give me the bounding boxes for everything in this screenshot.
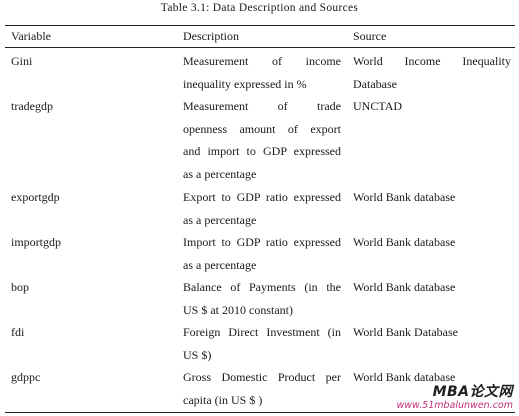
cell-source: World Bank Database bbox=[353, 321, 511, 344]
watermark-url: www.51mbalunwen.com bbox=[396, 400, 513, 411]
table-caption: Table 3.1: Data Description and Sources bbox=[160, 2, 359, 14]
watermark: MBA论文网 www.51mbalunwen.com bbox=[396, 381, 513, 411]
cell-description: Measurement of trade openness amount of e… bbox=[183, 95, 341, 185]
description-line: inequality expressed in % bbox=[183, 76, 307, 91]
cell-description: Foreign Direct Investment (in US $) bbox=[183, 321, 341, 366]
cell-variable: bop bbox=[11, 280, 29, 294]
description-line: capita (in US $ ) bbox=[183, 392, 263, 407]
source-line: World Bank database bbox=[353, 370, 456, 384]
source-line: UNCTAD bbox=[353, 99, 403, 113]
header-variable: Variable bbox=[11, 29, 51, 43]
description-line: and import to GDP expressed bbox=[183, 144, 341, 159]
source-line: World Bank database bbox=[353, 190, 456, 204]
header-description: Description bbox=[183, 29, 239, 43]
cell-description: Gross Domestic Product per capita (in US … bbox=[183, 366, 341, 411]
cell-description: Balance of Payments (in the US $ at 2010 … bbox=[183, 276, 341, 321]
source-line: World Bank database bbox=[353, 235, 456, 249]
cell-source: World Income Inequality Database bbox=[353, 50, 511, 95]
cell-variable: tradegdp bbox=[11, 99, 53, 113]
description-line: as a percentage bbox=[183, 166, 257, 181]
source-line: World Bank Database bbox=[353, 325, 458, 339]
description-line: Measurement of trade bbox=[183, 99, 341, 113]
cell-description: Measurement of income inequality expresse… bbox=[183, 50, 341, 95]
cell-source: World Bank database bbox=[353, 231, 511, 254]
source-line: World Income Inequality bbox=[353, 54, 511, 68]
header-source: Source bbox=[353, 29, 387, 43]
description-line: Balance of Payments (in the bbox=[183, 280, 341, 294]
description-line: openness amount of export bbox=[183, 121, 341, 136]
cell-source: World Bank database bbox=[353, 186, 511, 209]
source-line: World Bank database bbox=[353, 280, 456, 294]
cell-source: World Bank database bbox=[353, 366, 511, 389]
cell-description: Export to GDP ratio expressed as a percen… bbox=[183, 186, 341, 231]
description-line: Import to GDP ratio expressed bbox=[183, 235, 341, 249]
cell-variable: gdppc bbox=[11, 370, 41, 384]
description-line: Foreign Direct Investment (in bbox=[183, 325, 341, 339]
cell-source: World Bank database bbox=[353, 276, 511, 299]
cell-variable: Gini bbox=[11, 54, 33, 68]
cell-variable: fdi bbox=[11, 325, 25, 339]
cell-variable: exportgdp bbox=[11, 190, 60, 204]
cell-variable: importgdp bbox=[11, 235, 61, 249]
description-line: Measurement of income bbox=[183, 54, 341, 68]
table-bottom-rule bbox=[5, 412, 515, 413]
description-line: Export to GDP ratio expressed bbox=[183, 190, 341, 204]
description-line: US $ at 2010 constant) bbox=[183, 302, 293, 317]
description-line: US $) bbox=[183, 347, 212, 362]
source-line: Database bbox=[353, 76, 397, 91]
table-header-rule bbox=[5, 47, 515, 48]
description-line: Gross Domestic Product per bbox=[183, 370, 341, 384]
description-line: as a percentage bbox=[183, 212, 257, 227]
cell-description: Import to GDP ratio expressed as a percen… bbox=[183, 231, 341, 276]
watermark-brand: MBA论文网 bbox=[432, 384, 513, 400]
description-line: as a percentage bbox=[183, 257, 257, 272]
table-top-rule bbox=[5, 25, 515, 26]
cell-source: UNCTAD bbox=[353, 95, 511, 118]
